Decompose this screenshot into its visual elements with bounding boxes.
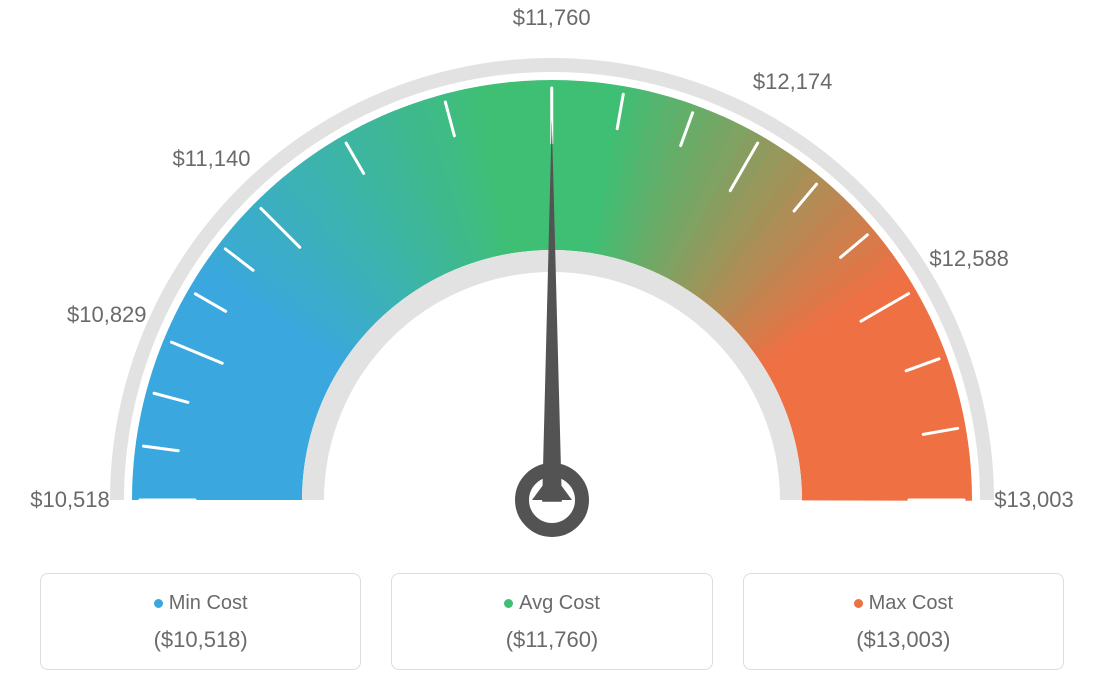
- max-cost-dot: [854, 599, 863, 608]
- avg-cost-title: Avg Cost: [402, 592, 701, 615]
- gauge-tick-label: $10,829: [67, 302, 147, 328]
- avg-cost-card: Avg Cost ($11,760): [391, 573, 712, 670]
- gauge-tick-label: $12,174: [753, 69, 833, 95]
- gauge-tick-label: $11,760: [513, 5, 591, 31]
- avg-cost-title-text: Avg Cost: [519, 592, 600, 614]
- min-cost-card: Min Cost ($10,518): [40, 573, 361, 670]
- gauge-tick-label: $11,140: [173, 146, 251, 172]
- gauge-tick-label: $12,588: [929, 246, 1009, 272]
- gauge-svg: [0, 0, 1104, 560]
- max-cost-title-text: Max Cost: [869, 592, 953, 614]
- min-cost-title-text: Min Cost: [169, 592, 248, 614]
- summary-cards: Min Cost ($10,518) Avg Cost ($11,760) Ma…: [40, 573, 1064, 670]
- max-cost-value: ($13,003): [754, 627, 1053, 653]
- max-cost-title: Max Cost: [754, 592, 1053, 615]
- avg-cost-dot: [504, 599, 513, 608]
- avg-cost-value: ($11,760): [402, 627, 701, 653]
- min-cost-title: Min Cost: [51, 592, 350, 615]
- gauge-tick-label: $10,518: [30, 487, 110, 513]
- max-cost-card: Max Cost ($13,003): [743, 573, 1064, 670]
- gauge-tick-label: $13,003: [994, 487, 1074, 513]
- min-cost-value: ($10,518): [51, 627, 350, 653]
- gauge-chart: $10,518 $10,829 $11,140 $11,760 $12,174 $12,5…: [0, 0, 1104, 560]
- min-cost-dot: [154, 599, 163, 608]
- cost-gauge-infographic: $10,518 $10,829 $11,140 $11,760 $12,174 $12,5…: [0, 0, 1104, 690]
